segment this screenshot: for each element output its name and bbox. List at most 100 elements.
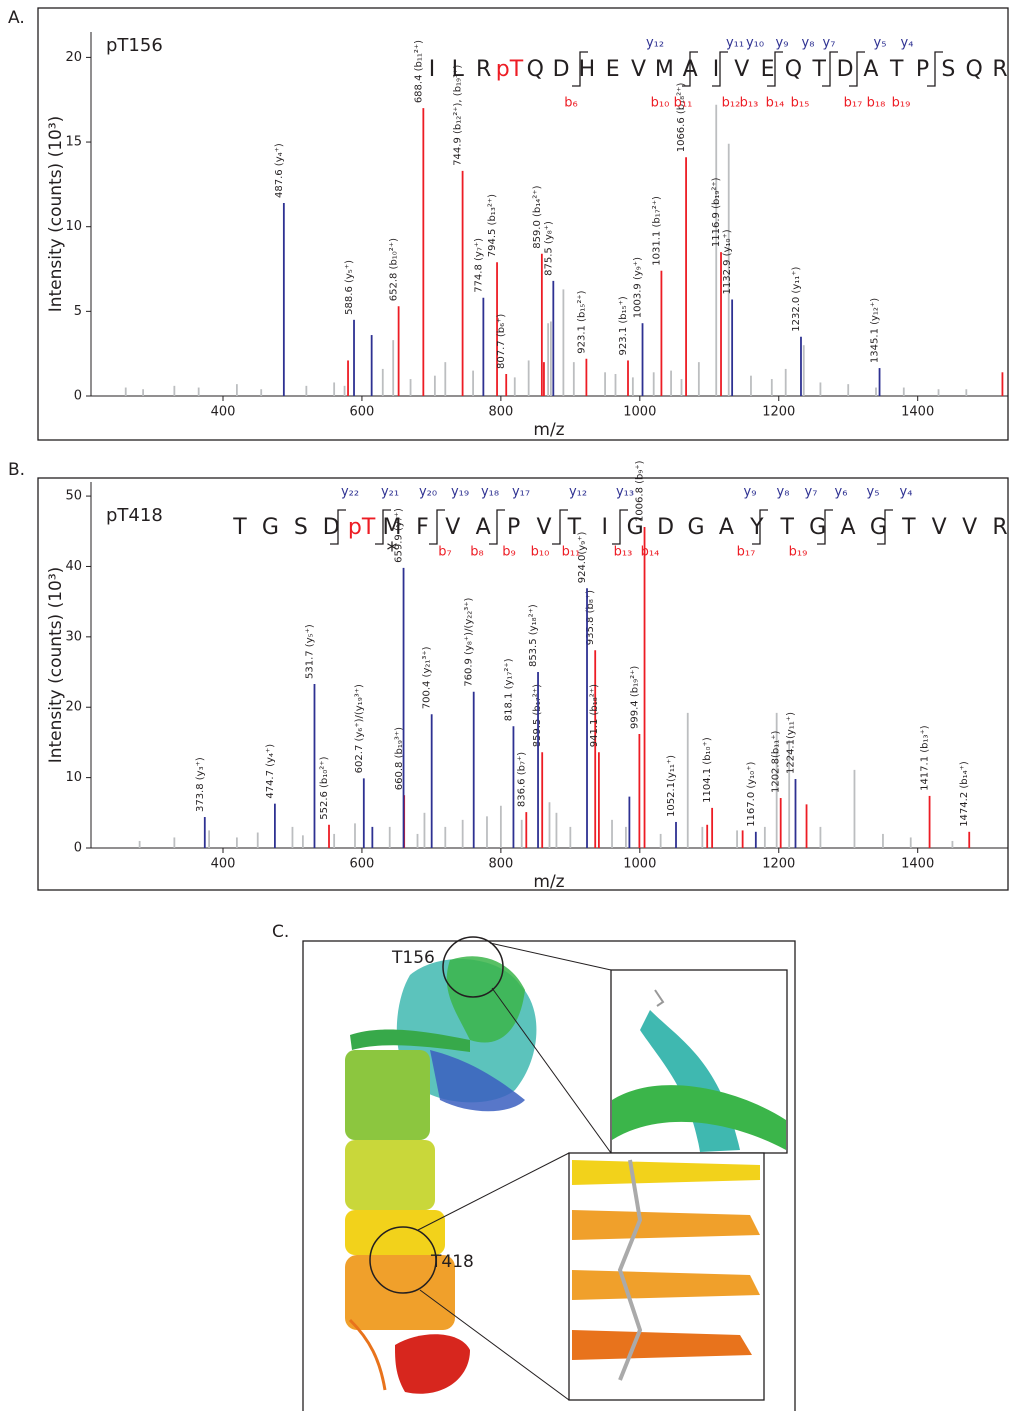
y-ion-label: y₇	[823, 36, 836, 51]
peak-label: 652.8 (b₁₀²⁺)	[389, 238, 400, 301]
cleavage-bracket	[767, 51, 783, 87]
peak-label: 1104.1 (b₁₀⁺)	[702, 737, 713, 803]
peak-label: 999.4 (b₁₉²⁺)	[629, 666, 640, 729]
peak-label: 1116.9 (b₁₉²⁺)	[711, 177, 722, 247]
x-tick-label: 1000	[623, 857, 656, 872]
residue: E	[606, 57, 620, 82]
peak-label: 744.9 (b₁₂²⁺), (b₁₉³⁺)	[453, 65, 464, 166]
residue: S	[941, 57, 955, 82]
residue: pT	[496, 57, 524, 82]
residue: V	[445, 515, 460, 540]
residue: D	[323, 515, 340, 540]
peak-label: 659.9 (y₇⁺)	[394, 508, 405, 563]
cleavage-bracket	[877, 509, 893, 545]
y-axis-title: Intensity (counts) (10³)	[46, 116, 66, 313]
y-ion-label: y₁₉	[451, 485, 469, 500]
residue: F	[416, 515, 429, 540]
b-ion-label: b₁₉	[789, 545, 808, 560]
residue: T	[567, 515, 582, 540]
y-ion-label: y₅	[874, 36, 887, 51]
peak-label: 602.7 (y₆⁺)/(y₁₉³⁺)	[354, 684, 365, 773]
peak-label: 1167.0 (y₁₀⁺)	[746, 762, 757, 827]
inset-bottom	[568, 1152, 765, 1401]
b-ion-label: b₁₈	[867, 96, 886, 111]
peak-label: 700.4 (y₂₁³⁺)	[422, 646, 433, 709]
b-ion-label: b₁₇	[737, 545, 756, 560]
b-ion-label: b₁₉	[892, 96, 911, 111]
y-ion-label: y₇	[805, 485, 818, 500]
peak-label: 1132.9 (y₁₀⁺)	[722, 229, 733, 294]
panel-a-frame	[37, 7, 1009, 441]
residue: G	[809, 515, 826, 540]
residue: Q	[785, 57, 802, 82]
cleavage-bracket	[429, 509, 445, 545]
peak-label: 1006.8 (b₉⁺)	[635, 460, 646, 522]
cleavage-bracket	[712, 51, 728, 87]
cleavage-bracket	[817, 509, 833, 545]
y-ion-label: y₁₀	[746, 36, 764, 51]
peak-label: 1066.6 (b₁₈²⁺)	[676, 83, 687, 153]
residue: Q	[966, 57, 983, 82]
b-ion-label: b₁₀	[651, 96, 670, 111]
peak-label: 552.6 (b₁₀²⁺)	[319, 756, 330, 819]
y-ion-label: y₄	[900, 485, 913, 500]
b-ion-label: b₁₅	[791, 96, 810, 111]
y-axis-title: Intensity (counts) (10³)	[46, 567, 66, 764]
y-ion-label: y₁₂	[569, 485, 587, 500]
x-axis-title: m/z	[533, 872, 564, 892]
panel-label: C.	[272, 922, 289, 942]
residue: T	[779, 515, 794, 540]
cleavage-bracket	[375, 509, 391, 545]
peak-label: 474.7 (y₄⁺)	[265, 744, 276, 799]
b-ion-label: b₁₇	[844, 96, 863, 111]
y-ion-label: y₅	[867, 485, 880, 500]
y-ion-label: y₁₁	[726, 36, 744, 51]
peak-label: 853.5 (y₁₈²⁺)	[528, 604, 539, 667]
peak-label: 794.5 (b₁₃²⁺)	[487, 194, 498, 257]
b-ion-label: b₁₁	[674, 96, 693, 111]
cleavage-bracket	[572, 51, 588, 87]
residue: T	[901, 515, 916, 540]
b-ion-label: b₁₃	[740, 96, 759, 111]
peak-label: 531.7 (y₅⁺)	[304, 624, 315, 679]
residue: Y	[749, 515, 764, 540]
y-tick-label: 0	[74, 389, 82, 404]
x-tick-label: 800	[488, 405, 513, 420]
y-ion-label: y₁₂	[646, 36, 664, 51]
site-circle	[369, 1226, 437, 1294]
residue: P	[507, 515, 520, 540]
panel-label: B.	[8, 460, 25, 480]
b-ion-label: b₇	[438, 545, 451, 560]
residue: M	[655, 57, 674, 82]
x-tick-label: 600	[350, 857, 375, 872]
y-ion-label: y₈	[777, 485, 790, 500]
peak-label: 859.0 (b₁₄²⁺)	[532, 185, 543, 248]
residue: V	[734, 57, 749, 82]
residue: L	[452, 57, 465, 82]
peak-label: 760.9 (y₈⁺)/(y₂₂³⁺)	[464, 597, 475, 686]
x-tick-label: 400	[211, 857, 236, 872]
peak-label: 774.8 (y₇⁺)	[473, 238, 484, 293]
peak-label: 1052.1(y₁₁⁺)	[666, 755, 677, 817]
residue: D	[837, 57, 854, 82]
peak-label: 588.6 (y₅⁺)	[344, 260, 355, 315]
residue: I	[602, 515, 609, 540]
zoom-line	[489, 942, 612, 971]
y-tick-label: 10	[65, 219, 82, 234]
y-tick-label: 5	[74, 304, 82, 319]
residue: V	[631, 57, 646, 82]
peak-label: 1202.8(b₁₁⁺)	[771, 730, 782, 793]
residue: R	[992, 515, 1007, 540]
cleavage-bracket	[682, 51, 698, 87]
residue: V	[962, 515, 977, 540]
cleavage-bracket	[849, 51, 865, 87]
y-ion-label: y₉	[776, 36, 789, 51]
y-tick-label: 30	[65, 629, 82, 644]
y-ion-label: y₂₂	[341, 485, 359, 500]
residue: H	[579, 57, 596, 82]
y-ion-label: y₁₃	[616, 485, 634, 500]
peak-label: 1224.1(y₁₁⁺)	[785, 712, 796, 774]
x-tick-label: 400	[211, 405, 236, 420]
peak-label: 1003.9 (y₉⁺)	[633, 257, 644, 318]
y-ion-label: y₈	[802, 36, 815, 51]
